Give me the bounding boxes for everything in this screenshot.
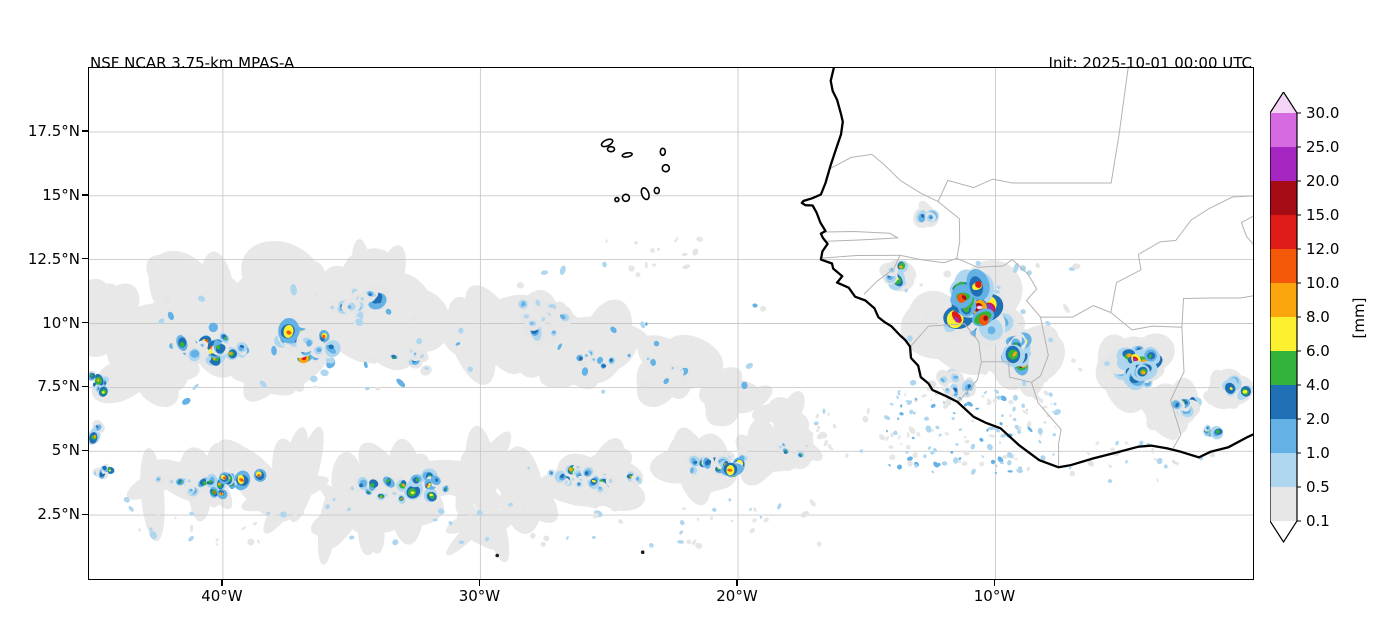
svg-text:15.0: 15.0 [1306, 206, 1339, 224]
x-tick [993, 579, 996, 586]
svg-text:0.5: 0.5 [1306, 478, 1330, 496]
y-tick [82, 130, 88, 132]
svg-text:0.1: 0.1 [1306, 512, 1330, 530]
y-tick-label: 10°N [42, 313, 80, 332]
x-tick [478, 579, 481, 586]
svg-text:8.0: 8.0 [1306, 308, 1330, 326]
y-tick [82, 322, 88, 324]
x-tick [221, 579, 223, 586]
svg-text:30.0: 30.0 [1306, 104, 1339, 122]
y-tick [82, 513, 88, 515]
svg-text:12.0: 12.0 [1306, 240, 1339, 258]
svg-text:1.0: 1.0 [1306, 444, 1330, 462]
y-tick-label: 7.5°N [37, 377, 80, 396]
y-tick-label: 15°N [42, 185, 80, 204]
x-tick-label: 40°W [201, 587, 243, 605]
svg-text:20.0: 20.0 [1306, 172, 1339, 190]
y-tick [82, 258, 88, 260]
map-plot [88, 67, 1254, 580]
svg-text:2.0: 2.0 [1306, 410, 1330, 428]
colorbar: 30.0 25.0 20.0 15.0 12.0 10.0 8.0 6.0 4.0 2.0 1.0 0… [1269, 90, 1350, 548]
x-tick [736, 579, 738, 586]
precipitation-map [89, 68, 1253, 579]
svg-text:25.0: 25.0 [1306, 138, 1339, 156]
y-tick [82, 449, 88, 452]
y-tick-label: 2.5°N [37, 505, 80, 524]
y-tick-label: 12.5°N [27, 249, 80, 268]
colorbar-units-label: [mm] [1350, 297, 1368, 339]
y-tick [82, 194, 88, 196]
svg-text:4.0: 4.0 [1306, 376, 1330, 394]
y-tick-label: 17.5°N [27, 121, 80, 140]
y-tick-label: 5°N [51, 441, 80, 460]
svg-text:6.0: 6.0 [1306, 342, 1330, 360]
svg-text:10.0: 10.0 [1306, 274, 1339, 292]
x-tick-label: 10°W [973, 587, 1016, 605]
x-tick-label: 30°W [458, 587, 501, 605]
x-tick-label: 20°W [716, 587, 758, 605]
y-tick [82, 385, 88, 388]
